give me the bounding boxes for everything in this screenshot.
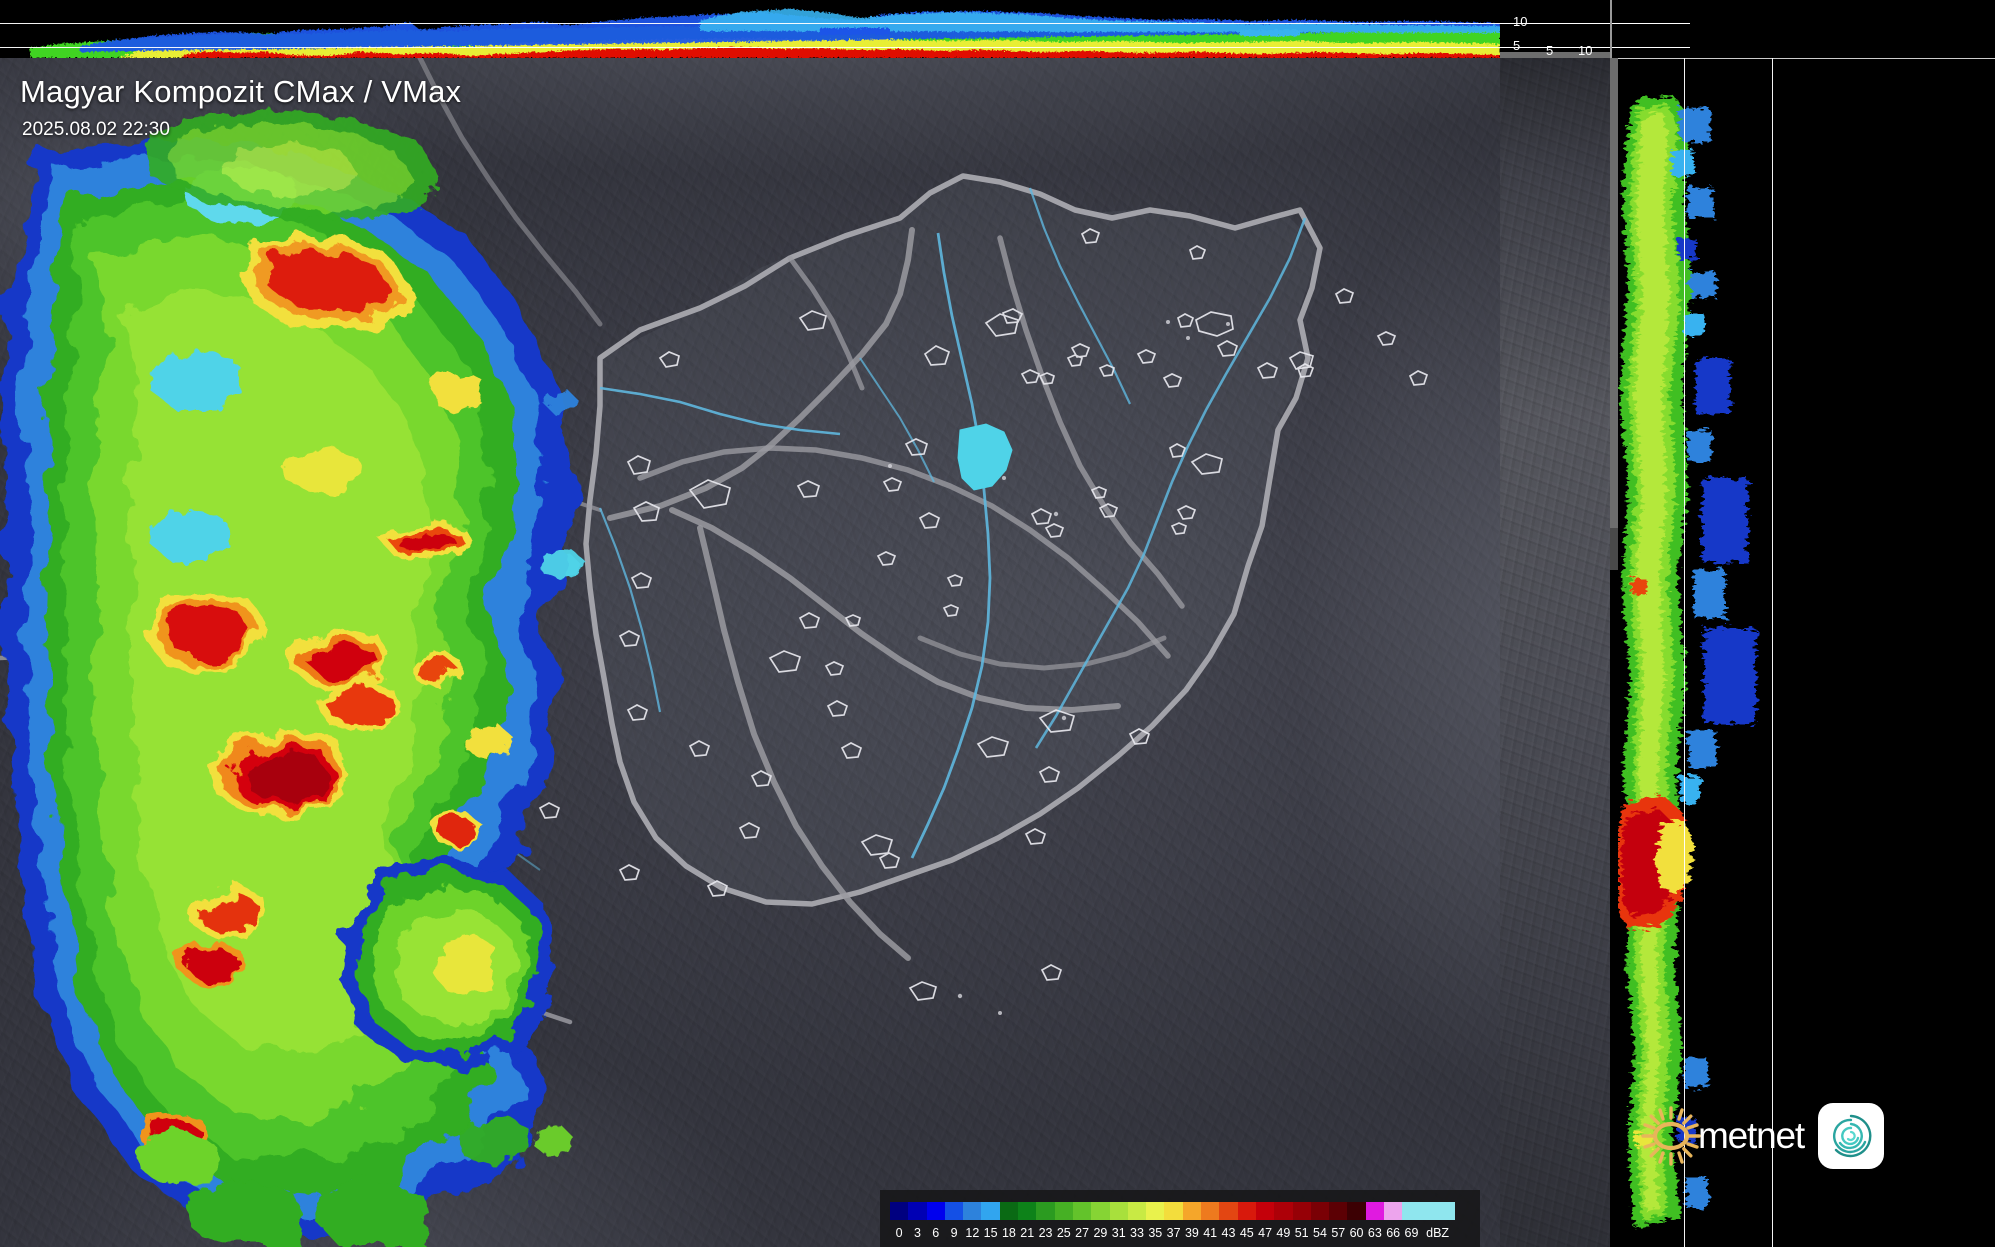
axis-vertical-separator [1610, 0, 1612, 58]
vmax-axis-corner-box [1500, 0, 1995, 58]
vmax-top-gridline-10 [0, 23, 1500, 24]
brand-name: metnet [1698, 1115, 1805, 1156]
tick-label-49: 49 [1276, 1226, 1291, 1240]
right-gray-marker [1610, 58, 1618, 528]
color-swatch-43 [1219, 1202, 1238, 1220]
tick-label-39: 39 [1184, 1226, 1199, 1240]
color-swatch-47 [1255, 1202, 1275, 1220]
tick-label-43: 43 [1221, 1226, 1236, 1240]
tick-label-35: 35 [1148, 1226, 1163, 1240]
color-swatch-37 [1164, 1202, 1183, 1220]
tick-label-18: 18 [1001, 1226, 1016, 1240]
tick-label-21: 21 [1020, 1226, 1035, 1240]
color-scale-unit: dBZ [1426, 1226, 1450, 1240]
tick-label-57: 57 [1331, 1226, 1346, 1240]
axis-gray-footer [1500, 52, 1610, 58]
color-swatch-15 [981, 1202, 1000, 1220]
page-title: Magyar Kompozit CMax / VMax [20, 74, 462, 109]
color-scale-tick-labels: 0 3 6 9 12 15 18 21 23 25 27 29 31 33 35 37 39 41 43 45 47 49… [890, 1224, 1455, 1244]
radar-map-canvas[interactable]: Magyar Kompozit CMax / VMax 2025.08.02 2… [0, 58, 1500, 1247]
tick-label-41: 41 [1203, 1226, 1218, 1240]
swirl-icon [1832, 1114, 1872, 1158]
color-swatch-33 [1127, 1202, 1147, 1220]
color-swatch-18 [999, 1202, 1019, 1220]
right-terrain-strip [1500, 58, 1610, 1247]
tick-label-45: 45 [1239, 1226, 1254, 1240]
color-swatch-tail [1420, 1202, 1455, 1220]
tick-label-63: 63 [1367, 1226, 1382, 1240]
axis-label-horizontal-10: 10 [1578, 43, 1593, 58]
tick-label-15: 15 [983, 1226, 998, 1240]
color-swatch-60 [1347, 1202, 1366, 1220]
tick-label-33: 33 [1130, 1226, 1144, 1240]
axis-label-vertical-10: 10 [1513, 14, 1528, 29]
color-swatch-51 [1292, 1202, 1311, 1220]
color-swatch-21 [1018, 1202, 1037, 1220]
tick-label-3: 3 [913, 1226, 921, 1240]
vmax-top-gridline-5 [0, 47, 1500, 48]
tick-label-6: 6 [932, 1226, 940, 1240]
color-swatch-27 [1072, 1202, 1092, 1220]
vmax-right-cross-section [1500, 58, 1995, 1247]
reflectivity-color-scale: 0 3 6 9 12 15 18 21 23 25 27 29 31 33 35 37 39 41 43 45 47 49… [880, 1190, 1480, 1247]
color-swatch-25 [1054, 1202, 1073, 1220]
color-swatch-31 [1109, 1202, 1128, 1220]
tick-label-31: 31 [1111, 1226, 1126, 1240]
tick-label-54: 54 [1313, 1226, 1327, 1240]
tick-label-37: 37 [1166, 1226, 1181, 1240]
vmax-top-echo-field [0, 0, 1500, 58]
color-swatch-49 [1274, 1202, 1293, 1220]
title-block: Magyar Kompozit CMax / VMax 2025.08.02 2… [20, 74, 461, 141]
color-swatch-6 [926, 1202, 945, 1220]
color-swatch-41 [1201, 1202, 1220, 1220]
tick-label-69: 69 [1404, 1226, 1419, 1240]
tick-label-27: 27 [1075, 1226, 1090, 1240]
color-swatch-29 [1091, 1202, 1110, 1220]
tick-label-25: 25 [1056, 1226, 1071, 1240]
color-swatch-23 [1036, 1202, 1055, 1220]
color-swatch-45 [1237, 1202, 1256, 1220]
timestamp-label: 2025.08.02 22:30 [22, 119, 170, 140]
color-swatch-0 [890, 1202, 909, 1220]
color-scale-bar [890, 1202, 1455, 1220]
right-echo-field [1618, 58, 1808, 1247]
radar-reflectivity-echo [0, 110, 584, 1247]
right-gray-marker-lower [1610, 528, 1618, 570]
tick-label-0: 0 [895, 1226, 903, 1240]
color-swatch-39 [1182, 1202, 1202, 1220]
axis-label-vertical-5: 5 [1513, 38, 1521, 53]
color-swatch-66 [1384, 1202, 1403, 1220]
right-gridline-5 [1684, 58, 1685, 1247]
tick-label-23: 23 [1038, 1226, 1053, 1240]
tick-label-60: 60 [1349, 1226, 1364, 1240]
color-swatch-9 [944, 1202, 964, 1220]
color-swatch-35 [1146, 1202, 1165, 1220]
tick-label-51: 51 [1294, 1226, 1309, 1240]
metnet-app-icon[interactable] [1817, 1103, 1884, 1169]
axis-gridline-10 [1500, 23, 1690, 24]
right-top-gridline [1618, 58, 1995, 59]
tick-label-29: 29 [1093, 1226, 1108, 1240]
tick-label-47: 47 [1258, 1226, 1273, 1240]
right-gridline-10 [1772, 58, 1773, 1247]
tick-label-12: 12 [965, 1226, 980, 1240]
axis-gridline-5 [1500, 47, 1690, 48]
sun-icon [1641, 1106, 1701, 1166]
color-swatch-54 [1310, 1202, 1330, 1220]
color-swatch-3 [908, 1202, 927, 1220]
axis-label-horizontal-5: 5 [1546, 43, 1554, 58]
tick-label-66: 66 [1386, 1226, 1401, 1240]
color-swatch-63 [1365, 1202, 1385, 1220]
tick-label-9: 9 [950, 1226, 958, 1240]
vmax-top-cross-section [0, 0, 1500, 58]
color-swatch-57 [1329, 1202, 1348, 1220]
map-vector-overlay [0, 58, 1429, 1025]
color-swatch-69 [1402, 1202, 1421, 1220]
metnet-logo[interactable]: metnet [1640, 1092, 1884, 1180]
color-swatch-12 [963, 1202, 982, 1220]
